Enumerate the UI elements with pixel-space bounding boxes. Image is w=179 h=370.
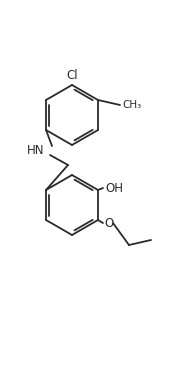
Text: Cl: Cl — [66, 69, 78, 82]
Text: O: O — [104, 216, 113, 229]
Text: OH: OH — [105, 182, 123, 195]
Text: HN: HN — [27, 144, 45, 157]
Text: CH₃: CH₃ — [122, 100, 141, 110]
